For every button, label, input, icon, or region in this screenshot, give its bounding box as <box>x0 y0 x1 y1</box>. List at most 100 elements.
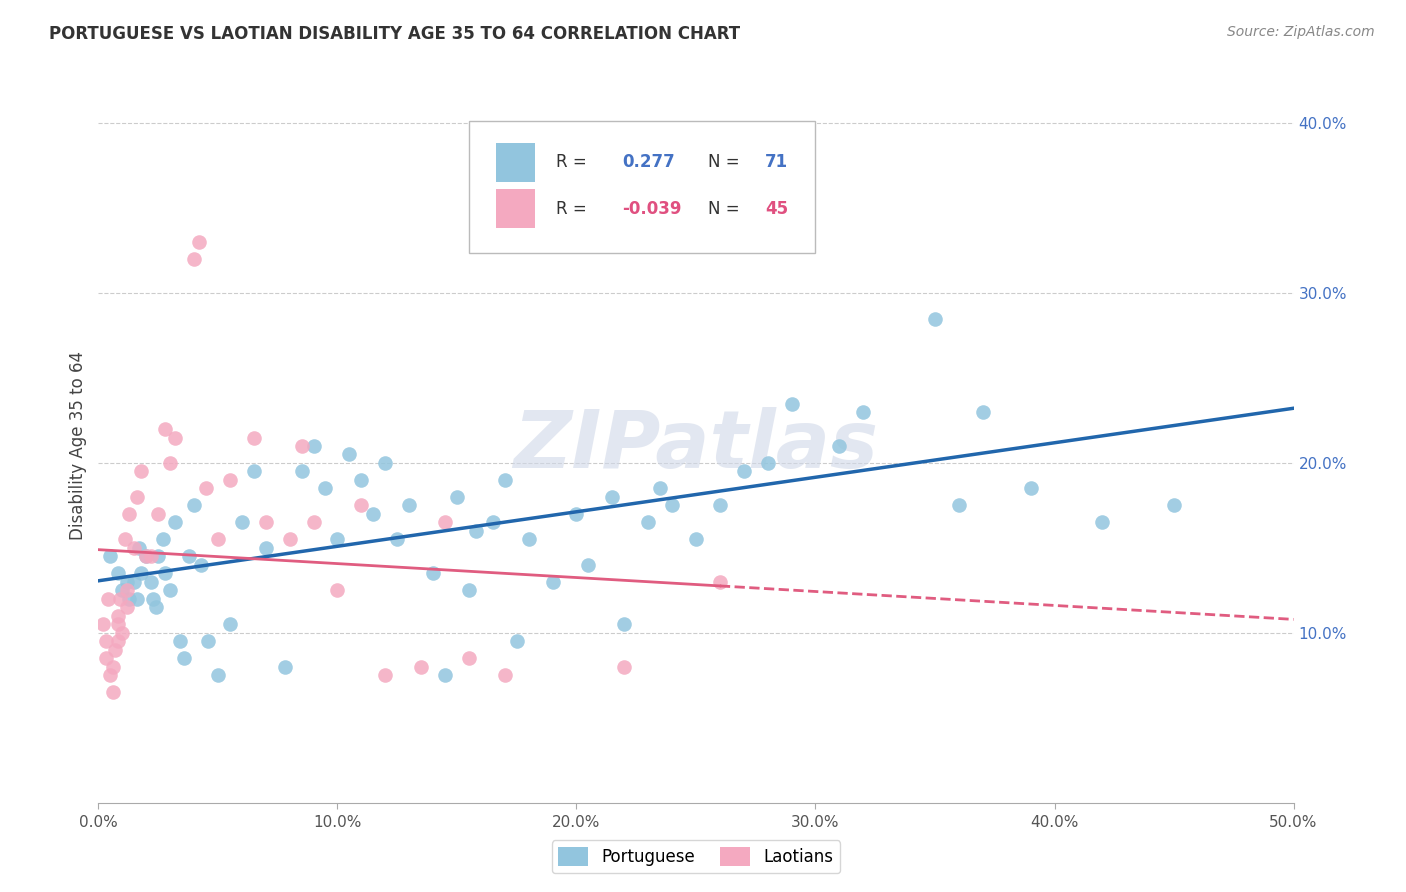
Point <box>411 660 433 674</box>
Point <box>948 499 970 513</box>
Point <box>101 685 124 699</box>
Point <box>115 600 138 615</box>
Point <box>131 566 153 581</box>
Point <box>302 439 325 453</box>
Point <box>565 507 588 521</box>
Point <box>187 235 209 249</box>
FancyBboxPatch shape <box>496 143 534 182</box>
Point <box>118 591 141 606</box>
Point <box>148 549 170 564</box>
Point <box>104 643 127 657</box>
Point <box>152 533 174 547</box>
Point <box>315 482 337 496</box>
Point <box>465 524 488 538</box>
Point <box>101 660 124 674</box>
Point <box>589 218 612 232</box>
Point <box>278 533 301 547</box>
Point <box>291 439 314 453</box>
Point <box>243 430 266 444</box>
Point <box>207 668 229 682</box>
Point <box>139 574 162 589</box>
Point <box>709 499 731 513</box>
Point <box>159 456 181 470</box>
Point <box>709 574 731 589</box>
Point <box>385 533 409 547</box>
Text: 0.277: 0.277 <box>621 153 675 171</box>
Point <box>339 448 361 462</box>
Point <box>637 516 659 530</box>
Point <box>302 516 325 530</box>
Point <box>142 591 165 606</box>
Text: Source: ZipAtlas.com: Source: ZipAtlas.com <box>1227 25 1375 39</box>
Legend: Portuguese, Laotians: Portuguese, Laotians <box>551 840 841 873</box>
Point <box>648 482 672 496</box>
Point <box>94 651 117 665</box>
Point <box>145 600 167 615</box>
Point <box>350 473 373 487</box>
Point <box>613 617 636 632</box>
Point <box>326 533 349 547</box>
Point <box>517 533 540 547</box>
Point <box>541 574 564 589</box>
Point <box>661 499 683 513</box>
Point <box>159 583 181 598</box>
Point <box>374 668 396 682</box>
Point <box>350 499 373 513</box>
Y-axis label: Disability Age 35 to 64: Disability Age 35 to 64 <box>69 351 87 541</box>
Point <box>139 549 162 564</box>
Point <box>756 456 779 470</box>
Point <box>169 634 191 648</box>
Point <box>115 574 138 589</box>
Point <box>107 617 129 632</box>
Point <box>135 549 157 564</box>
Point <box>94 634 117 648</box>
Point <box>828 439 851 453</box>
Text: 71: 71 <box>765 153 789 171</box>
Point <box>155 422 177 436</box>
Point <box>924 311 946 326</box>
Point <box>98 668 122 682</box>
Text: R =: R = <box>557 200 586 218</box>
Point <box>111 626 134 640</box>
Point <box>118 507 141 521</box>
Text: -0.039: -0.039 <box>621 200 682 218</box>
Point <box>434 668 457 682</box>
Point <box>398 499 420 513</box>
Point <box>107 566 129 581</box>
Point <box>291 465 314 479</box>
Text: 45: 45 <box>765 200 789 218</box>
Point <box>128 541 150 555</box>
Point <box>219 473 242 487</box>
Point <box>91 617 114 632</box>
Point <box>207 533 229 547</box>
Point <box>374 456 396 470</box>
Point <box>780 396 803 410</box>
Point <box>254 516 277 530</box>
Point <box>1019 482 1042 496</box>
Point <box>125 490 148 504</box>
Point <box>97 591 120 606</box>
Text: N =: N = <box>709 200 740 218</box>
Point <box>613 660 636 674</box>
Point <box>274 660 297 674</box>
Point <box>852 405 875 419</box>
Point <box>578 558 600 572</box>
Point <box>231 516 253 530</box>
Point <box>197 634 219 648</box>
Point <box>107 634 129 648</box>
Text: R =: R = <box>557 153 586 171</box>
Text: N =: N = <box>709 153 740 171</box>
Point <box>135 549 157 564</box>
Point <box>107 608 129 623</box>
Point <box>446 490 468 504</box>
Point <box>131 465 153 479</box>
Text: ZIPatlas: ZIPatlas <box>513 407 879 485</box>
Point <box>114 533 136 547</box>
Point <box>506 634 529 648</box>
Point <box>179 549 201 564</box>
Point <box>481 516 505 530</box>
Point <box>108 591 131 606</box>
Point <box>733 465 755 479</box>
Point <box>163 516 186 530</box>
Point <box>190 558 212 572</box>
